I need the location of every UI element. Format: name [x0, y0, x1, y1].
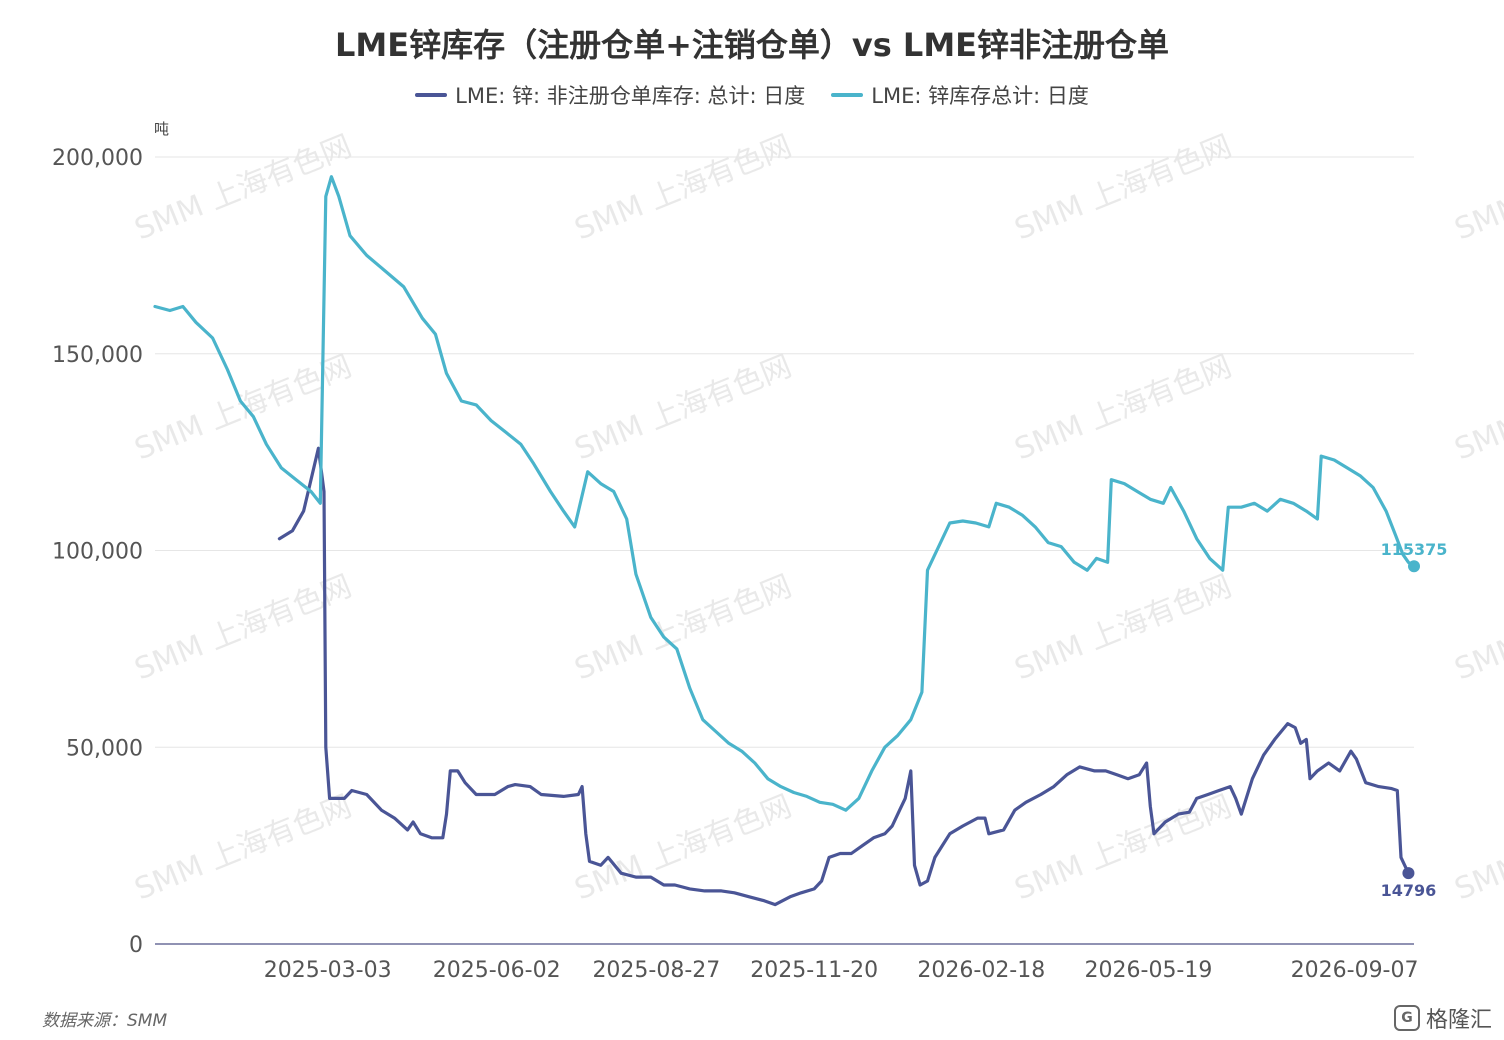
watermark-text: SMM 上海有色网	[570, 789, 797, 908]
watermark-text: SMM 上海有色网	[1450, 569, 1504, 688]
legend-label-total-stock: LME: 锌库存总计: 日度	[871, 84, 1089, 108]
brand-logo-icon: G	[1393, 1005, 1420, 1031]
chart-legend: LME: 锌: 非注册仓单库存: 总计: 日度 LME: 锌库存总计: 日度	[0, 80, 1504, 110]
x-tick-label: 2025-08-27	[592, 958, 720, 983]
chart-title: LME锌库存（注册仓单+注销仓单）vs LME锌非注册仓单	[334, 26, 1170, 64]
x-tick-label: 2026-09-07	[1291, 958, 1419, 983]
watermark-text: SMM 上海有色网	[1010, 349, 1237, 468]
x-tick-label: 2026-02-18	[917, 958, 1045, 983]
legend-label-non-registered: LME: 锌: 非注册仓单库存: 总计: 日度	[455, 84, 806, 108]
series-end-label: 14796	[1381, 881, 1437, 900]
y-tick-label: 50,000	[66, 736, 143, 761]
watermark-text: SMM 上海有色网	[1450, 129, 1504, 248]
legend-swatch-total-stock	[831, 93, 864, 97]
y-tick-label: 100,000	[52, 540, 143, 565]
watermark-text: SMM 上海有色网	[130, 789, 357, 908]
legend-item-total-stock[interactable]: LME: 锌库存总计: 日度	[831, 80, 1089, 110]
data-source-note: 数据来源：SMM	[42, 1011, 168, 1031]
series-end-label: 115375	[1381, 540, 1448, 559]
watermark-text: SMM 上海有色网	[570, 129, 797, 248]
watermark-text: SMM 上海有色网	[1010, 789, 1237, 908]
watermark-text: SMM 上海有色网	[1450, 349, 1504, 468]
y-tick-label: 200,000	[52, 146, 143, 171]
series-end-point	[1402, 867, 1415, 880]
watermark-text: SMM 上海有色网	[1010, 569, 1237, 688]
brand-watermark: G 格隆汇	[1393, 1002, 1492, 1034]
x-tick-label: 2025-06-02	[433, 958, 561, 983]
watermark-text: SMM 上海有色网	[1450, 789, 1504, 908]
y-tick-label: 150,000	[52, 343, 143, 368]
x-tick-label: 2025-03-03	[264, 958, 392, 983]
watermark-text: SMM 上海有色网	[1010, 129, 1237, 248]
y-tick-label: 0	[129, 933, 143, 958]
watermark-text: SMM 上海有色网	[570, 349, 797, 468]
brand-name: 格隆汇	[1425, 1008, 1492, 1033]
series-line	[153, 175, 1416, 812]
y-axis-unit: 吨	[154, 120, 170, 138]
series-line	[277, 446, 1411, 907]
watermark-text: SMM 上海有色网	[130, 569, 357, 688]
watermark-text: SMM 上海有色网	[130, 129, 357, 248]
x-tick-label: 2026-05-19	[1085, 958, 1213, 983]
series-end-point	[1408, 560, 1420, 573]
legend-swatch-non-registered	[415, 93, 448, 97]
x-tick-label: 2025-11-20	[750, 958, 878, 983]
legend-item-non-registered[interactable]: LME: 锌: 非注册仓单库存: 总计: 日度	[415, 80, 805, 110]
